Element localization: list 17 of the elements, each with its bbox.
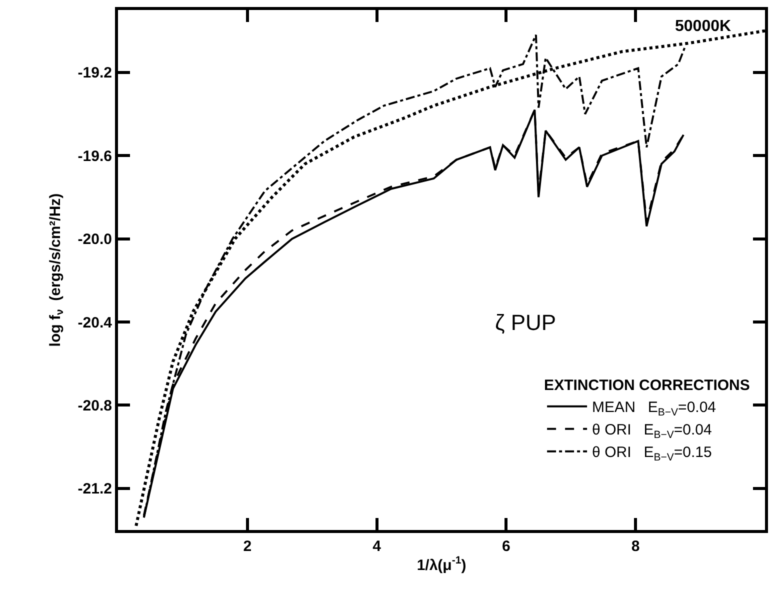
y-tick-label: -21.2 bbox=[78, 480, 112, 498]
legend-label: θ ORI E$_{B−V}$=0.04 bbox=[592, 422, 712, 441]
legend-title: EXTINCTION CORRECTIONS bbox=[544, 377, 750, 394]
y-tick-label: -19.6 bbox=[78, 148, 112, 165]
y-tick-label: -20.0 bbox=[78, 231, 112, 248]
legend-label: θ ORI E$_{B−V}$=0.15 bbox=[592, 444, 712, 464]
y-tick-label: -20.8 bbox=[78, 397, 112, 414]
annotation: 50000K bbox=[675, 18, 732, 35]
x-tick-label: 4 bbox=[372, 538, 382, 555]
y-tick-label: -20.4 bbox=[78, 314, 113, 332]
legend-label: MEAN E$_{B−V}$=0.04 bbox=[592, 399, 716, 418]
x-tick-label: 8 bbox=[631, 538, 640, 555]
x-axis-title: 1/λ(μ$^{-1}$) bbox=[416, 554, 466, 574]
x-tick-label: 2 bbox=[243, 538, 252, 555]
x-tick-label: 6 bbox=[502, 538, 510, 555]
y-tick-label: -19.2 bbox=[78, 64, 112, 82]
annotation: ζ PUP bbox=[495, 310, 556, 335]
